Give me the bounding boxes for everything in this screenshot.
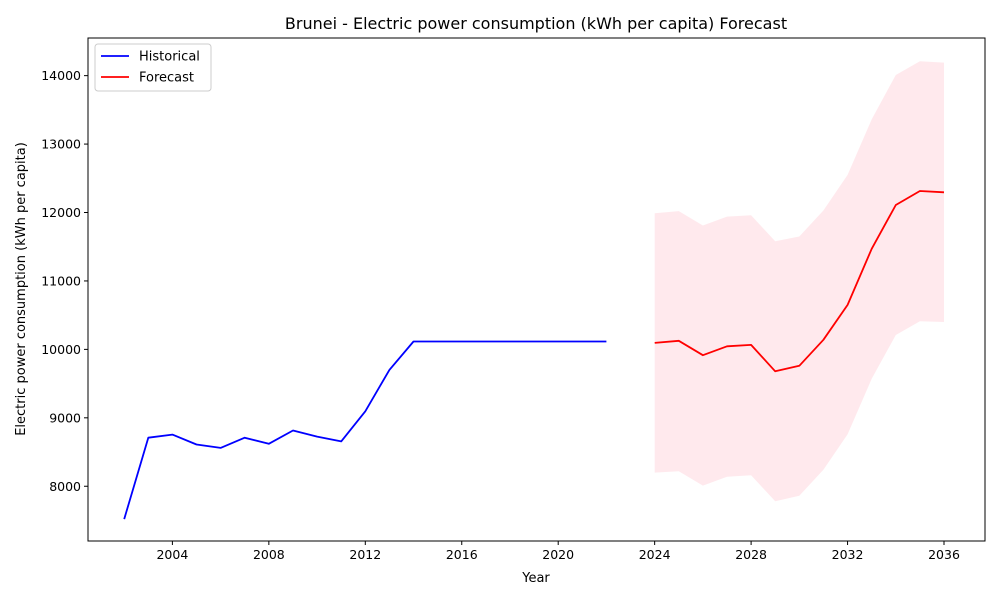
legend-label-historical: Historical <box>139 50 200 65</box>
confidence-band-layer <box>654 61 944 502</box>
y-tick-label: 14000 <box>41 68 81 83</box>
y-tick-label: 8000 <box>49 479 81 494</box>
series-line-historical <box>123 340 607 520</box>
y-tick-label: 10000 <box>41 342 81 357</box>
y-tick-label: 9000 <box>49 410 81 425</box>
y-tick-label: 13000 <box>41 137 81 152</box>
x-tick-label: 2008 <box>253 547 285 562</box>
y-axis-ticks: 8000 9000 10000 11000 12000 13000 14000 <box>41 68 88 494</box>
x-tick-label: 2016 <box>446 547 478 562</box>
confidence-band <box>654 61 944 502</box>
series-line-forecast <box>654 190 945 373</box>
x-axis-ticks: 2004 2008 2012 2016 2020 2024 2028 2032 2036 <box>156 541 960 562</box>
x-tick-label: 2004 <box>156 547 188 562</box>
x-tick-label: 2028 <box>735 547 767 562</box>
x-tick-label: 2020 <box>542 547 574 562</box>
x-axis-title: Year <box>521 571 550 586</box>
chart-title: Brunei - Electric power consumption (kWh… <box>285 14 787 33</box>
x-tick-label: 2032 <box>832 547 864 562</box>
x-tick-label: 2024 <box>639 547 671 562</box>
legend: Historical Forecast <box>94 43 212 92</box>
y-tick-label: 12000 <box>41 205 81 220</box>
x-tick-label: 2012 <box>349 547 381 562</box>
y-tick-label: 11000 <box>41 273 81 288</box>
plot-frame <box>87 37 986 542</box>
y-axis-title: Electric power consumption (kWh per capi… <box>14 142 29 436</box>
legend-label-forecast: Forecast <box>139 71 194 86</box>
x-tick-label: 2036 <box>928 547 960 562</box>
series-lines-layer <box>123 190 945 520</box>
